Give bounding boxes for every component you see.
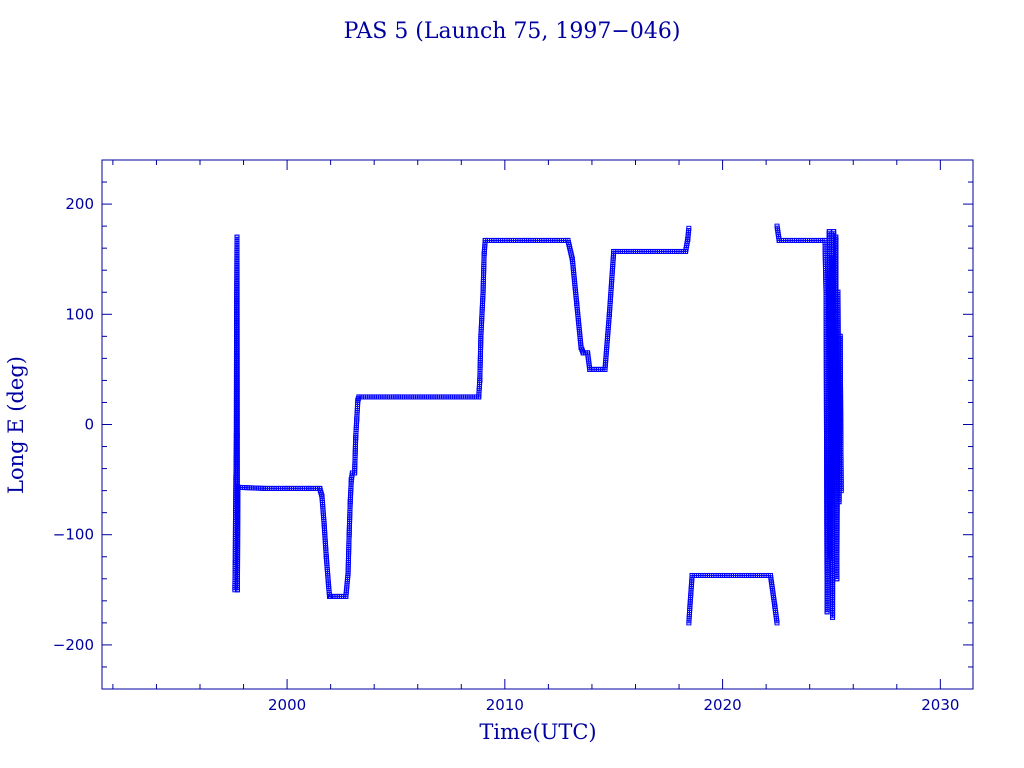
x-tick-label: 2010 [486,696,524,714]
x-tick-label: 2030 [921,696,959,714]
data-point [838,488,844,494]
data-point [774,620,780,626]
y-tick-label: 100 [65,305,94,323]
series-layer [232,223,844,626]
y-tick-label: −200 [53,636,94,654]
data-point [686,225,692,231]
x-tick-label: 2020 [703,696,741,714]
y-tick-label: −100 [53,526,94,544]
x-tick-label: 2000 [268,696,306,714]
x-axis-label: Time(UTC) [479,720,596,744]
series-line [688,574,778,623]
y-axis-label: Long E (deg) [4,356,28,494]
series-line [234,228,690,597]
tick-labels: 2000 2010 2020 2030 200 100 0 −100 −200 [53,195,960,714]
y-tick-label: 0 [84,416,94,434]
axis-ticks [102,159,973,690]
chart-title: PAS 5 (Launch 75, 1997−046) [344,19,681,44]
y-tick-label: 200 [65,195,94,213]
